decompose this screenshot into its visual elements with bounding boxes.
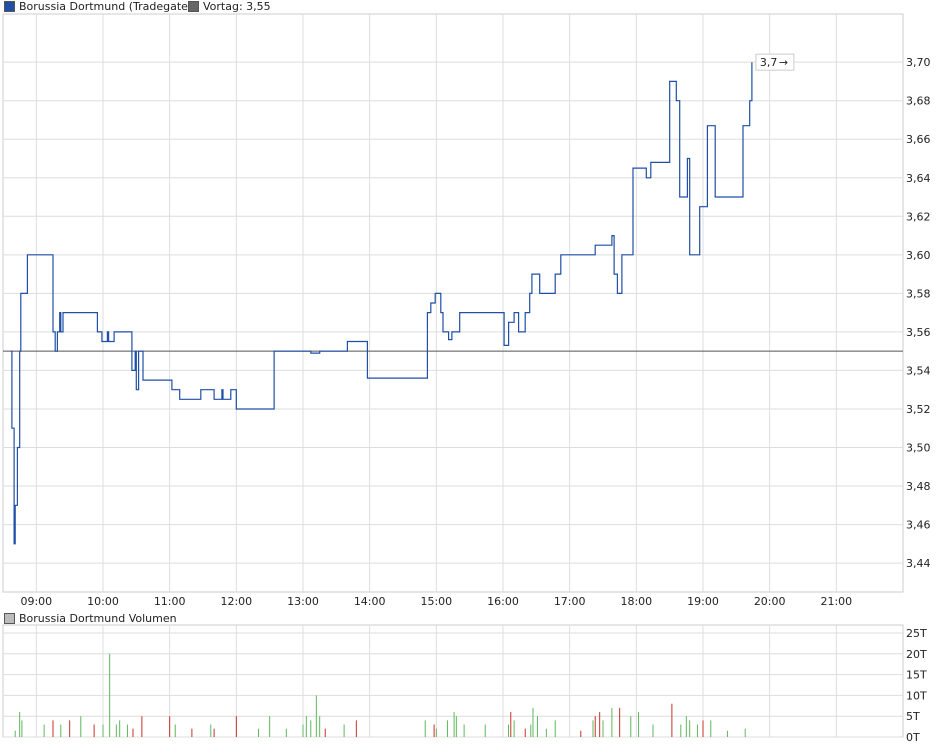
- y-tick-label: 3,56: [906, 326, 931, 339]
- last-price-box: [755, 53, 795, 71]
- y-tick-label: 3,62: [906, 210, 931, 223]
- x-tick-label: 11:00: [154, 595, 186, 608]
- y-tick-label: 3,66: [906, 133, 931, 146]
- y-tick-label: 3,64: [906, 172, 931, 185]
- last-price-tag: 3,7 →: [755, 53, 795, 71]
- vortag-color-swatch: [188, 1, 199, 12]
- grid-lines: [3, 14, 903, 738]
- x-tick-label: 10:00: [87, 595, 119, 608]
- y-tick-label: 3,60: [906, 249, 931, 262]
- x-tick-label: 21:00: [820, 595, 852, 608]
- volume-y-tick-label: 25T: [906, 627, 927, 640]
- x-tick-label: 17:00: [554, 595, 586, 608]
- price-series-line: [10, 62, 753, 545]
- arrow-right-icon: →: [779, 56, 788, 69]
- y-tick-label: 3,54: [906, 364, 931, 377]
- y-tick-label: 3,70: [906, 56, 931, 69]
- x-tick-label: 14:00: [354, 595, 386, 608]
- y-tick-label: 3,44: [906, 557, 931, 570]
- volume-y-tick-label: 20T: [906, 648, 927, 661]
- y-tick-label: 3,58: [906, 287, 931, 300]
- series-color-swatch: [4, 1, 15, 12]
- x-tick-label: 18:00: [620, 595, 652, 608]
- y-tick-label: 3,68: [906, 95, 931, 108]
- x-tick-label: 20:00: [754, 595, 786, 608]
- volume-y-tick-label: 15T: [906, 669, 927, 682]
- y-tick-label: 3,52: [906, 403, 931, 416]
- volume-y-tick-label: 10T: [906, 689, 927, 702]
- price-plot-frame: [2, 13, 904, 593]
- x-tick-label: 19:00: [687, 595, 719, 608]
- axis-ticks: 09:00 10:00 11:00 12:00 13:00 14:00 15:00 16:00…: [20, 56, 930, 744]
- price-legend-series: Borussia Dortmund (Tradegate): [4, 0, 192, 13]
- y-tick-label: 3,48: [906, 480, 931, 493]
- x-tick-label: 13:00: [287, 595, 319, 608]
- y-tick-label: 3,50: [906, 442, 931, 455]
- x-tick-label: 09:00: [20, 595, 52, 608]
- volume-bars: [14, 653, 746, 737]
- x-tick-label: 15:00: [420, 595, 452, 608]
- volume-legend: Borussia Dortmund Volumen: [4, 612, 177, 625]
- volume-color-swatch: [4, 613, 15, 624]
- y-tick-label: 3,46: [906, 519, 931, 532]
- volume-legend-label: Borussia Dortmund Volumen: [19, 612, 177, 625]
- vortag-legend-label: Vortag: 3,55: [203, 0, 271, 13]
- series-legend-label: Borussia Dortmund (Tradegate): [19, 0, 193, 13]
- x-tick-label: 12:00: [220, 595, 252, 608]
- volume-y-tick-label: 0T: [906, 731, 920, 744]
- volume-y-tick-label: 5T: [906, 710, 920, 723]
- price-legend-vortag: Vortag: 3,55: [188, 0, 271, 13]
- last-price-label: 3,7: [760, 56, 778, 69]
- volume-plot-frame: [2, 624, 904, 738]
- x-tick-label: 16:00: [487, 595, 519, 608]
